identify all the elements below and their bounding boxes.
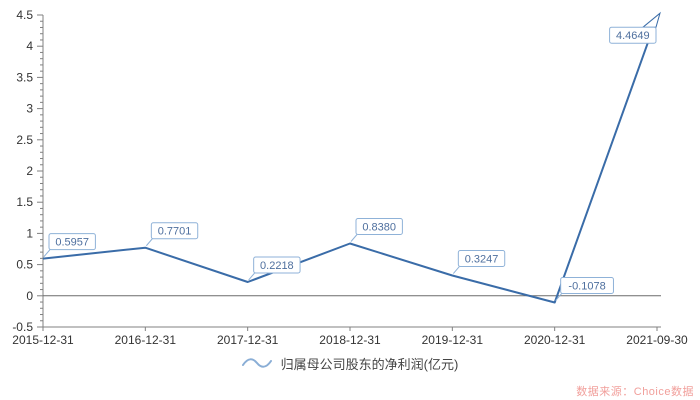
x-tick-label: 2017-12-31: [217, 333, 279, 347]
data-label-text: 4.4649: [616, 30, 650, 42]
line-series-icon: [241, 358, 272, 368]
y-tick-label: 3: [26, 102, 33, 116]
x-tick-label: 2019-12-31: [422, 333, 484, 347]
data-label-text: -0.1078: [568, 281, 605, 293]
series-line[interactable]: [42, 16, 658, 304]
callout-line: [43, 249, 51, 257]
data-label-box: [48, 233, 96, 251]
data-label: 0.8380: [350, 218, 403, 242]
y-tick-label: 3.5: [16, 70, 33, 84]
data-label: 0.2218: [248, 256, 301, 281]
y-tick-label: 0.5: [16, 258, 33, 272]
data-label-box: [253, 256, 301, 274]
y-tick-label: 0: [26, 289, 33, 303]
x-tick-label: 2018-12-31: [319, 333, 381, 347]
data-label: -0.1078: [555, 277, 614, 301]
callout-line: [555, 293, 563, 301]
callout-line: [350, 234, 358, 242]
data-label-box: [150, 222, 199, 240]
data-label-text: 0.5957: [55, 237, 89, 249]
callout-line: [248, 272, 256, 281]
data-label: 0.7701: [145, 222, 199, 247]
y-tick-label: -0.5: [12, 320, 33, 334]
callout-line: [452, 266, 460, 274]
y-tick-label: 1.5: [16, 195, 33, 209]
data-label-text: 0.2218: [260, 260, 294, 272]
data-label-text: 0.8380: [362, 222, 396, 234]
y-tick-label: 4: [26, 39, 33, 53]
callout-line: [145, 238, 153, 247]
data-label-text: 0.7701: [158, 226, 192, 238]
data-source-credit: 数据来源：Choice数据: [576, 386, 694, 398]
axes: -0.5 0 0.5 1 1.5 2 2.5 3 3.5 4 4.5 2015-12-31 2016-1…: [12, 8, 688, 347]
data-label: 0.3247: [452, 250, 506, 274]
data-label: 4.4649: [609, 11, 661, 44]
x-tick-label: 2021-09-30: [626, 333, 688, 347]
data-label-box: [609, 26, 657, 44]
callout-flag: [641, 11, 661, 28]
data-label: 0.5957: [43, 233, 96, 257]
legend-item[interactable]: 归属母公司股东的净利润(亿元): [0, 352, 700, 374]
data-label-box: [457, 250, 506, 268]
data-label-box: [560, 277, 614, 295]
x-tick-label: 2015-12-31: [12, 333, 74, 347]
x-tick-label: 2016-12-31: [115, 333, 177, 347]
data-label-box: [355, 218, 403, 236]
data-label-text: 0.3247: [465, 254, 499, 266]
y-tick-label: 4.5: [16, 8, 33, 22]
y-tick-label: 2.5: [16, 133, 33, 147]
x-tick-label: 2020-12-31: [524, 333, 586, 347]
y-tick-label: 1: [26, 226, 33, 240]
y-tick-label: 2: [26, 164, 33, 178]
legend-label: 归属母公司股东的净利润(亿元): [280, 356, 459, 372]
